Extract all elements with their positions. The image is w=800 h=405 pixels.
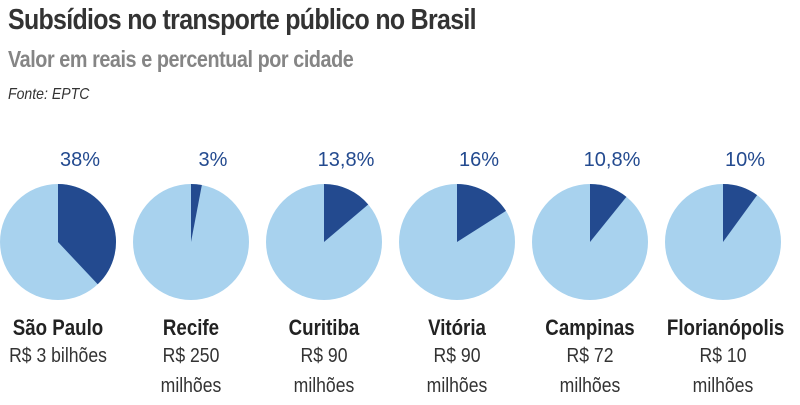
pie-slice-subsidy — [457, 184, 506, 242]
city-label: Vitória R$ 90 milhões — [391, 315, 523, 401]
pie-slice-subsidy — [324, 184, 369, 242]
subsidy-value-unit: milhões — [692, 375, 754, 397]
pie-2: 13,8% — [266, 149, 382, 300]
city-name: Vitória — [428, 315, 486, 340]
subsidy-value: R$ 90 — [433, 345, 481, 367]
subsidy-value: R$ 72 — [566, 345, 614, 367]
subsidy-value: R$ 10 — [699, 345, 747, 367]
subsidy-value: R$ 90 — [300, 345, 348, 367]
city-label: Florianópolis R$ 10 milhões — [657, 315, 789, 401]
subsidy-value-unit: milhões — [293, 375, 355, 397]
city-name: Campinas — [545, 315, 635, 340]
pie-slice-subsidy — [191, 184, 202, 242]
percent-label: 10% — [725, 149, 765, 171]
pie-5: 10% — [665, 149, 781, 300]
pie-slice-subsidy — [58, 184, 117, 285]
city-name: Florianópolis — [666, 315, 785, 340]
chart-title: Subsídios no transporte público no Brasi… — [8, 4, 477, 36]
subsidy-value: R$ 250 — [162, 345, 220, 367]
city-label: Campinas R$ 72 milhões — [524, 315, 656, 401]
pie-3: 16% — [399, 149, 515, 300]
pie-slice-subsidy — [723, 183, 758, 242]
subsidy-value-unit: milhões — [559, 375, 621, 397]
city-label: Curitiba R$ 90 milhões — [258, 315, 390, 401]
city-name: Curitiba — [288, 315, 360, 340]
source-note: Fonte: EPTC — [8, 86, 90, 103]
city-name: São Paulo — [12, 315, 104, 340]
pie-slice-subsidy — [590, 183, 627, 242]
pie-1: 3% — [133, 149, 249, 300]
percent-label: 3% — [199, 149, 228, 171]
subsidy-value-unit: milhões — [160, 375, 222, 397]
percent-label: 13,8% — [318, 149, 375, 171]
percent-label: 10,8% — [584, 149, 641, 171]
city-label: São Paulo R$ 3 bilhões — [0, 315, 124, 371]
percent-label: 38% — [60, 149, 100, 171]
chart-subtitle: Valor em reais e percentual por cidade — [8, 46, 354, 72]
pie-0: 38% — [0, 149, 117, 300]
subsidy-value: R$ 3 bilhões — [9, 345, 107, 367]
city-label: Recife R$ 250 milhões — [125, 315, 257, 401]
city-name: Recife — [162, 315, 220, 340]
subsidy-value-unit: milhões — [426, 375, 488, 397]
pie-4: 10,8% — [532, 149, 648, 300]
percent-label: 16% — [459, 149, 499, 171]
